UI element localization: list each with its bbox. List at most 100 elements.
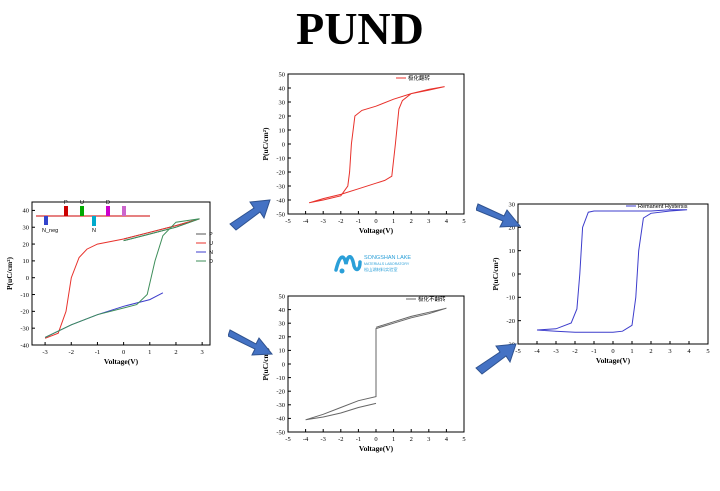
y-tick-label: 20 <box>279 113 286 120</box>
arrow-icon <box>229 199 271 231</box>
x-tick-label: -1 <box>356 218 361 225</box>
y-tick-label: -40 <box>20 342 29 349</box>
y-axis-label: P(uC/cm²) <box>5 256 14 290</box>
plot-frame <box>287 73 465 215</box>
legend-label: Remanent Hystersis <box>638 204 688 210</box>
series-line <box>305 307 447 421</box>
y-tick-label: -50 <box>276 429 285 436</box>
x-tick-label: 4 <box>687 348 691 355</box>
y-tick-label: -10 <box>276 375 285 382</box>
x-tick-label: -2 <box>572 348 577 355</box>
x-tick-label: 3 <box>427 218 430 225</box>
lab-logo: SONGSHAN LAKE MATERIALS LABORATORY 松山湖材料… <box>334 250 424 276</box>
y-tick-label: -40 <box>276 416 285 423</box>
series-line <box>536 209 688 333</box>
x-tick-label: 4 <box>445 436 449 443</box>
legend-label: 极化不翻转 <box>418 295 446 303</box>
x-tick-label: -4 <box>303 218 309 225</box>
y-tick-label: 40 <box>279 307 286 314</box>
y-axis-label: P(uC/cm²) <box>261 127 270 161</box>
logo-sub2: 松山湖材料实验室 <box>364 266 398 273</box>
switching-chart: -5 -4 -3 -2 -1 0 1 2 3 4 5-50-40-30-20-10010203040… <box>261 71 466 235</box>
x-tick-label: 3 <box>668 348 671 355</box>
inset-pulse-label: N_neg <box>42 228 58 234</box>
x-tick-label: 2 <box>649 348 652 355</box>
arrow-icon <box>228 329 274 356</box>
x-tick-label: -5 <box>515 348 520 355</box>
y-tick-label: 20 <box>279 334 286 341</box>
x-tick-label: -2 <box>338 218 343 225</box>
x-tick-label: 0 <box>611 348 614 355</box>
x-tick-label: -3 <box>553 348 558 355</box>
y-tick-label: 10 <box>23 258 30 265</box>
y-tick-label: -20 <box>276 389 285 396</box>
series-line <box>44 218 200 339</box>
y-tick-label: -20 <box>506 318 515 325</box>
x-tick-label: -1 <box>95 349 100 356</box>
y-tick-label: -30 <box>20 325 29 332</box>
x-tick-label: 5 <box>706 348 709 355</box>
x-tick-label: -2 <box>69 349 74 356</box>
x-tick-label: 5 <box>462 218 465 225</box>
y-tick-label: -40 <box>276 197 285 204</box>
plot-frame <box>517 203 709 345</box>
x-tick-label: -5 <box>285 436 290 443</box>
x-tick-label: -3 <box>320 218 325 225</box>
y-tick-label: -20 <box>276 169 285 176</box>
x-tick-label: 3 <box>201 349 204 356</box>
inset-pulse <box>92 216 96 226</box>
inset-pulse <box>64 206 68 216</box>
x-tick-label: -1 <box>591 348 596 355</box>
x-axis-label: Voltage(V) <box>359 444 394 453</box>
y-tick-label: -30 <box>276 183 285 190</box>
x-tick-label: 4 <box>445 218 449 225</box>
y-tick-label: 0 <box>26 275 29 282</box>
x-tick-label: 1 <box>148 349 151 356</box>
y-tick-label: 20 <box>23 241 30 248</box>
logo-sub1: MATERIALS LABORATORY <box>364 262 410 266</box>
y-tick-label: -10 <box>506 295 515 302</box>
y-tick-label: -20 <box>20 309 29 316</box>
arrow-icon <box>476 203 522 228</box>
page-title: PUND <box>296 3 424 54</box>
x-axis-label: Voltage(V) <box>104 357 139 366</box>
series-line <box>308 105 377 204</box>
plot-frame <box>31 201 211 346</box>
y-tick-label: 0 <box>282 141 285 148</box>
inset-pulse-label: D <box>106 200 110 206</box>
x-tick-label: -2 <box>338 436 343 443</box>
y-tick-label: 50 <box>279 71 286 78</box>
x-tick-label: -3 <box>320 436 325 443</box>
y-tick-label: 30 <box>279 99 286 106</box>
y-tick-label: -10 <box>20 292 29 299</box>
x-tick-label: -3 <box>42 349 47 356</box>
inset-pulse-label: P <box>64 200 68 206</box>
inset-pulse-label: N <box>92 228 96 234</box>
y-tick-label: 10 <box>509 248 516 255</box>
x-tick-label: 2 <box>174 349 177 356</box>
y-tick-label: 0 <box>512 271 515 278</box>
x-tick-label: -4 <box>303 436 309 443</box>
remanent-chart: -5-4-3-2-1012345-30-20-100102030Voltage(… <box>491 201 710 365</box>
y-tick-label: 40 <box>23 208 30 215</box>
x-tick-label: 2 <box>410 436 413 443</box>
legend-label: D <box>209 259 213 265</box>
legend-label: P <box>209 232 213 238</box>
y-tick-label: 0 <box>282 361 285 368</box>
x-axis-label: Voltage(V) <box>596 356 631 365</box>
x-tick-label: -4 <box>534 348 540 355</box>
inset-pulse <box>80 206 84 216</box>
x-tick-label: 0 <box>374 436 377 443</box>
pund-cycle-chart: -3 -2 -1 0 1 2 3-40-30-20-10010203040Voltage(V… <box>5 200 213 366</box>
series-line <box>44 218 200 338</box>
series-line <box>375 86 445 184</box>
x-tick-label: 1 <box>630 348 633 355</box>
logo-name: SONGSHAN LAKE <box>364 255 411 261</box>
inset-pulse-label: U <box>80 200 84 206</box>
y-tick-label: 20 <box>509 225 516 232</box>
pulse-inset: N_neg P U N D <box>36 200 150 234</box>
x-tick-label: 2 <box>410 218 413 225</box>
x-tick-label: -5 <box>285 218 290 225</box>
y-tick-label: 50 <box>279 293 286 300</box>
series-line <box>44 292 164 338</box>
